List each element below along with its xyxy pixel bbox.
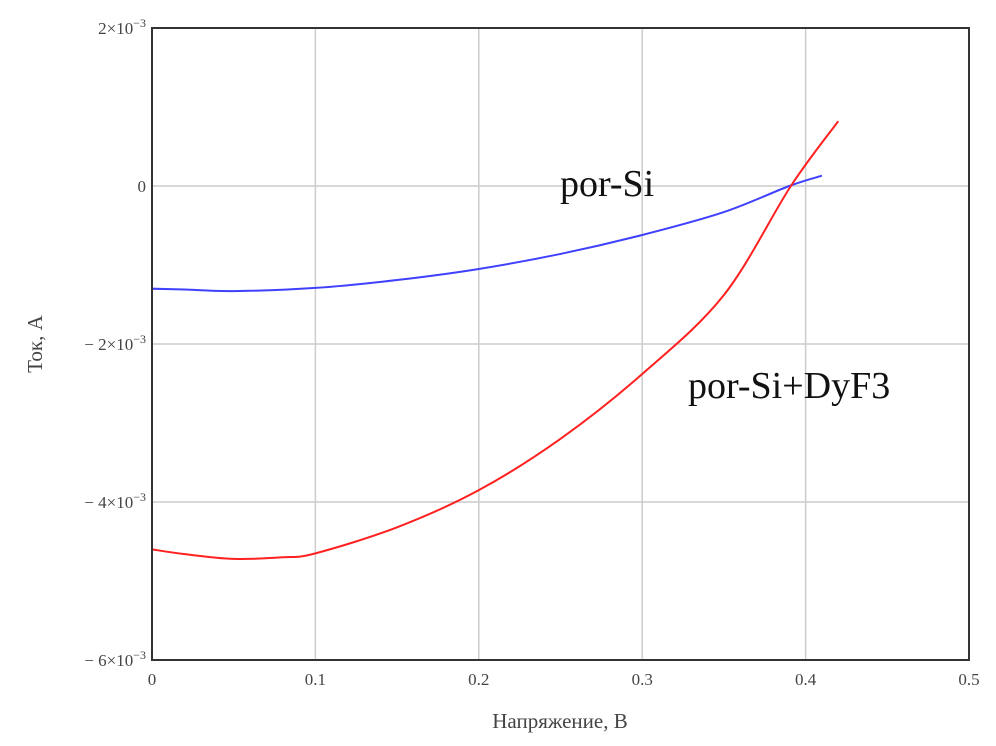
x-tick-label: 0.5 <box>958 670 979 689</box>
y-ticks: 2×10−3 0 − 2×10−3 − 4×10−3 − 6×10−3 <box>84 16 146 670</box>
x-tick-label: 0.4 <box>795 670 817 689</box>
grid <box>151 27 970 661</box>
series-line-por-si-dyf3 <box>151 120 840 660</box>
x-tick-label: 0.2 <box>468 670 489 689</box>
x-tick-label: 0.1 <box>305 670 326 689</box>
x-ticks: 0 0.1 0.2 0.3 0.4 0.5 <box>148 670 980 689</box>
y-tick-label: 0 <box>138 177 147 196</box>
y-tick-label: 2×10−3 <box>98 16 146 38</box>
series-line-por-si <box>151 174 823 301</box>
y-axis-label: Ток, А <box>23 314 47 372</box>
y-tick-label: − 4×10−3 <box>84 490 146 512</box>
x-tick-label: 0 <box>148 670 157 689</box>
annotation-por-si-dyf3: por-Si+DyF3 <box>688 365 890 407</box>
y-tick-label: − 2×10−3 <box>84 332 146 354</box>
series-group <box>151 120 840 660</box>
x-axis-label: Напряжение, В <box>492 709 627 733</box>
plot-frame <box>151 27 970 661</box>
annotation-por-si: por-Si <box>560 163 654 205</box>
x-tick-label: 0.3 <box>632 670 653 689</box>
y-tick-label: − 6×10−3 <box>84 648 146 670</box>
